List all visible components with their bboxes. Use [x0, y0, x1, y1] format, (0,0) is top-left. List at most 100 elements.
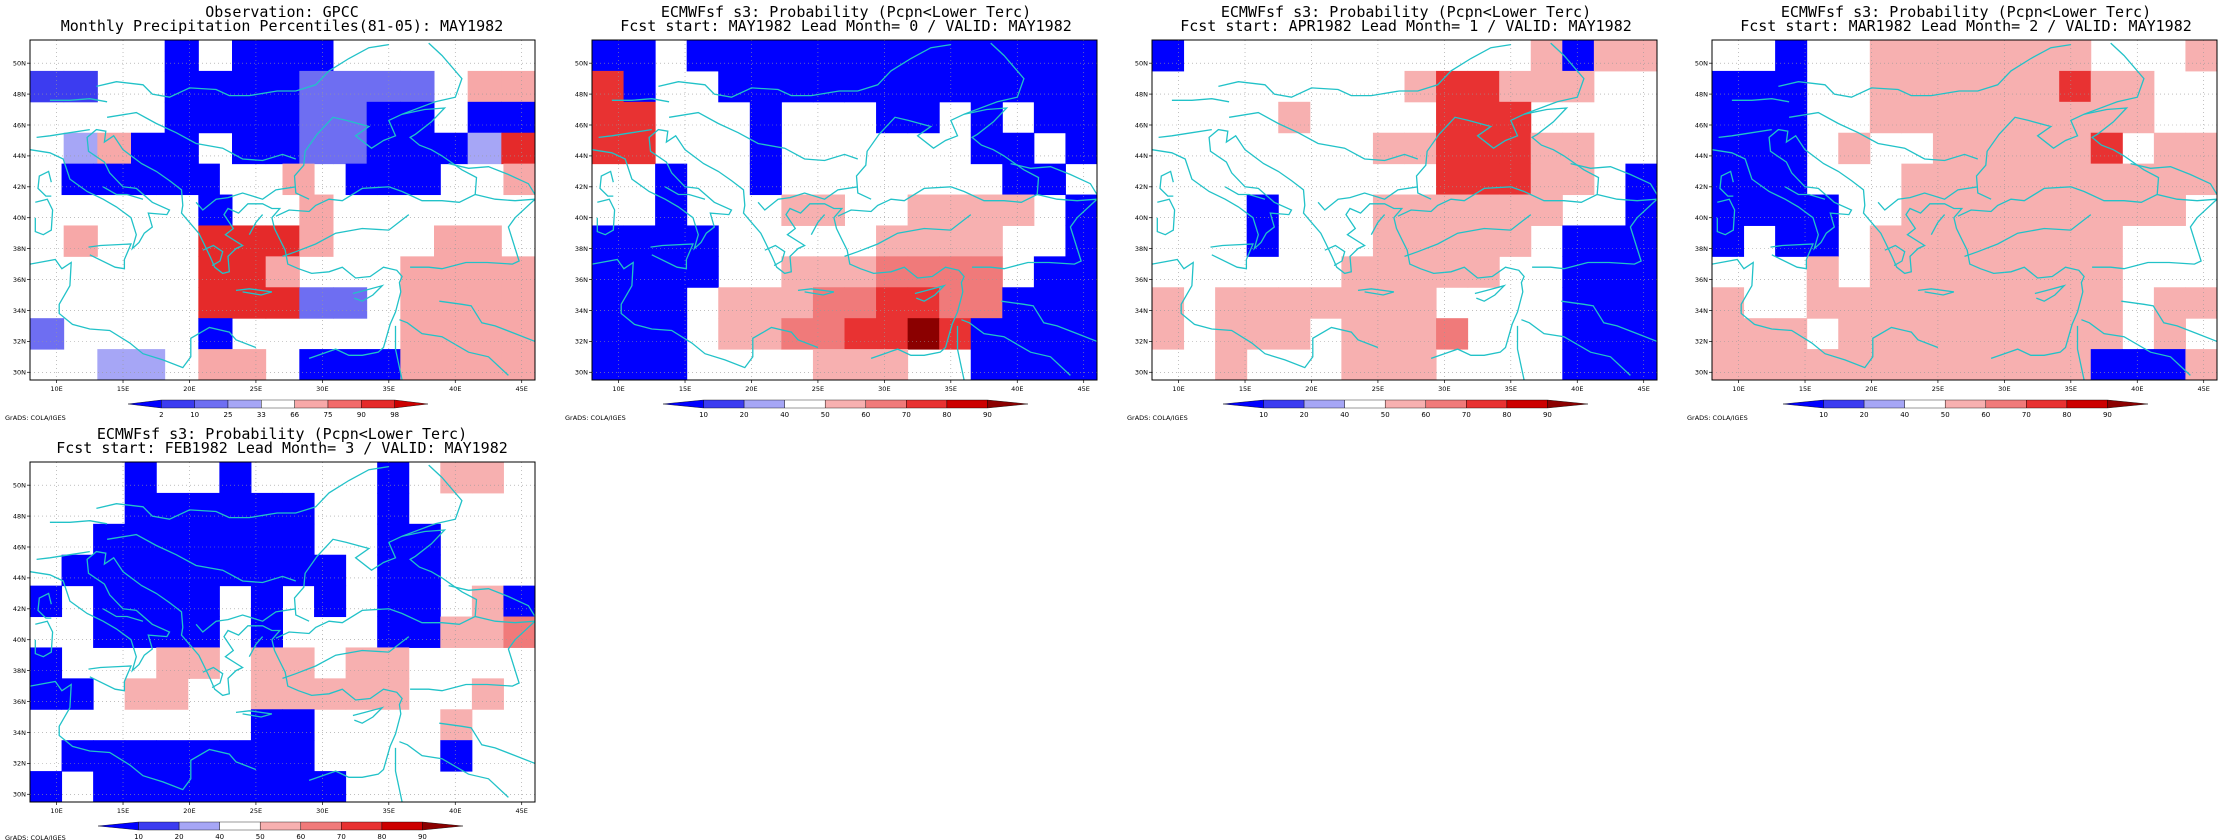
grid-cell [232, 40, 267, 72]
grid-cell [377, 647, 410, 679]
grid-cell [1932, 225, 1965, 257]
lon-tick-label: 40E [449, 807, 461, 815]
coastline [1788, 111, 1979, 162]
coastline [2034, 284, 2067, 302]
colorbar-swatch [194, 399, 229, 409]
lat-tick-label: 40N [1135, 214, 1148, 222]
grid-cell [1002, 163, 1035, 196]
lon-tick-label: 25E [250, 807, 262, 815]
lat-tick-label: 36N [13, 698, 26, 706]
grid-cell [2059, 101, 2092, 134]
coastline [394, 747, 403, 802]
coastline [1218, 43, 1511, 98]
grid-cell [2122, 349, 2155, 380]
grid-cell [1278, 318, 1311, 350]
coastline [1570, 162, 1657, 195]
coastline [534, 562, 535, 615]
grid-cell [970, 132, 1003, 165]
grid-cell [1838, 318, 1871, 350]
lon-tick-label: 15E [117, 807, 129, 815]
grid-cell [1901, 256, 1934, 288]
lon-tick-label: 30E [1998, 385, 2010, 393]
grid-cell [1499, 70, 1532, 103]
grid-cell [219, 771, 252, 802]
grid-cell [2153, 163, 2186, 196]
grid-cell [939, 287, 972, 319]
coastline [439, 722, 535, 765]
lat-tick-label: 42N [13, 605, 26, 613]
colorbar-swatch [219, 821, 261, 831]
colorbar-label: 25 [224, 411, 233, 419]
grid-cell [1467, 70, 1500, 103]
grid-cell [812, 256, 845, 288]
lat-tick-label: 32N [575, 338, 588, 346]
lon-tick-label: 25E [812, 385, 824, 393]
grid-cell [1530, 40, 1563, 72]
grid-cell [2059, 318, 2092, 350]
grid-cell [2122, 70, 2155, 103]
lat-tick-label: 34N [1695, 307, 1708, 315]
coastline [1917, 288, 1955, 296]
grid-cell [314, 554, 347, 587]
grid-cell [1932, 256, 1965, 288]
grid-cell [1996, 101, 2029, 134]
grid-cell [471, 585, 504, 618]
grid-cell [156, 647, 189, 679]
grid-cell [907, 256, 940, 288]
lon-tick-label: 40E [1011, 385, 1023, 393]
coastline [1156, 198, 1176, 236]
grid-cell [1562, 132, 1595, 165]
grid-cell [1562, 225, 1595, 257]
grid-cell [63, 225, 98, 257]
coastline [30, 258, 257, 369]
grid-cell [124, 492, 157, 525]
grid-cell [232, 256, 267, 288]
grid-cell [299, 287, 334, 319]
grid-cell [1467, 101, 1500, 134]
grid-cell [1712, 318, 1745, 350]
grid-cell [314, 585, 347, 618]
grid-cell [1964, 287, 1997, 319]
colorbar-label: 10 [699, 411, 708, 419]
grid-cell [2090, 194, 2123, 226]
colorbar-swatch [2026, 399, 2068, 409]
lat-tick-label: 42N [13, 183, 26, 191]
grid-cell [2059, 194, 2092, 226]
grid-cell [623, 225, 656, 257]
grid-cell [2027, 256, 2060, 288]
grid-cell [2059, 163, 2092, 196]
lat-tick-label: 40N [13, 214, 26, 222]
grid-cell [156, 585, 189, 618]
lat-tick-label: 38N [1135, 245, 1148, 253]
grid-cell [1743, 101, 1776, 134]
grid-cell [2153, 132, 2186, 165]
colorbar-swatch [97, 821, 139, 831]
colorbar-swatch [361, 399, 395, 409]
coastline [837, 107, 1040, 217]
coastline [1317, 186, 1418, 211]
grid-cell [1530, 132, 1563, 165]
grid-cell [592, 287, 625, 319]
grid-cell [2185, 287, 2217, 319]
grid-cell [907, 40, 940, 72]
grid-cell [250, 709, 283, 741]
grid-cell [655, 225, 688, 257]
grid-cell [876, 225, 909, 257]
coastline [352, 284, 385, 302]
coastline [1159, 170, 1174, 197]
grid-cell [781, 70, 814, 103]
grid-cell [1530, 70, 1563, 103]
grid-cell [1436, 318, 1469, 350]
coastline [195, 608, 296, 633]
grid-cell [623, 40, 656, 72]
grid-cell [366, 70, 401, 103]
coastline [596, 198, 616, 236]
coastline [2130, 162, 2217, 195]
grid-cell [718, 318, 751, 350]
grid-cell [1625, 318, 1657, 350]
grid-cell [1838, 132, 1871, 165]
coastline [34, 620, 54, 658]
coastline [106, 533, 297, 584]
grid-cell [333, 287, 368, 319]
